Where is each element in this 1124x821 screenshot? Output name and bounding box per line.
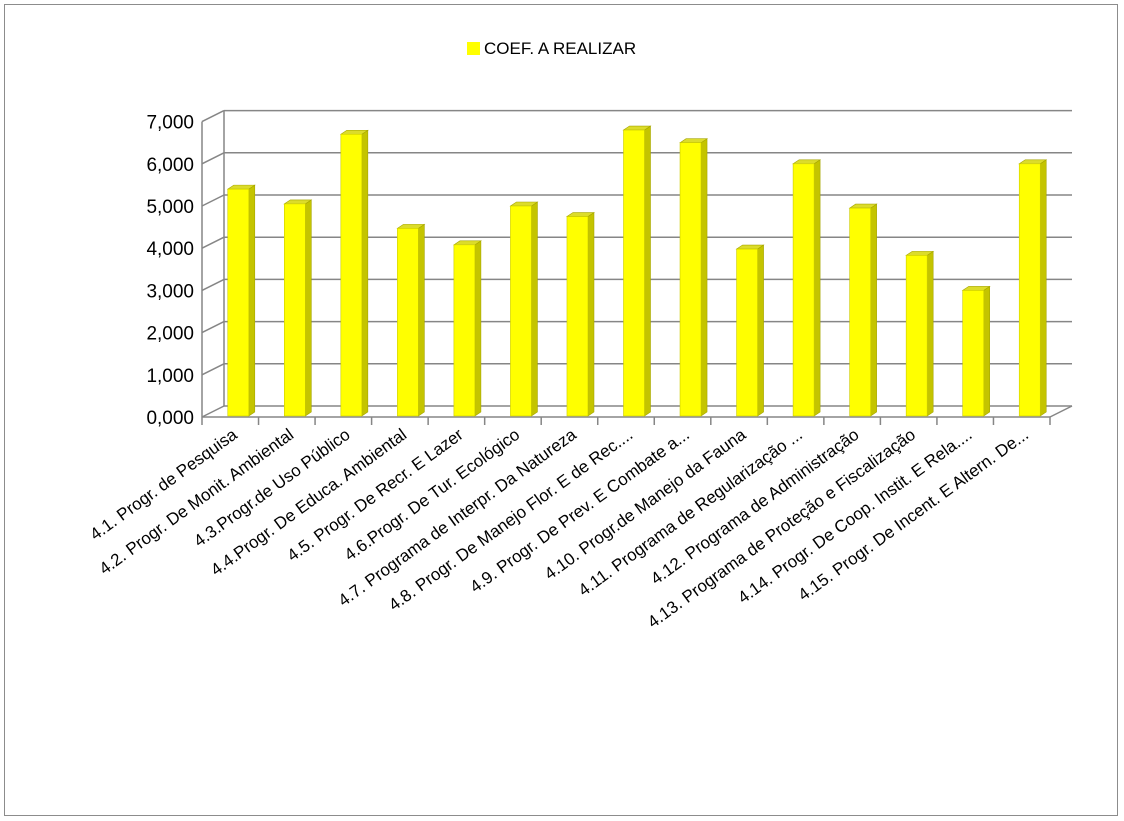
bar-front <box>792 163 815 417</box>
bar-side <box>361 129 369 417</box>
y-tick-label: 7,000 <box>146 113 194 134</box>
bar <box>339 129 369 417</box>
bar <box>509 201 539 417</box>
gridline-side <box>201 152 225 165</box>
y-axis-tick-labels: 0,000 1,000 2,000 3,000 4,000 5,000 6,000 7,000 <box>146 113 194 429</box>
bar-layer <box>226 125 1048 417</box>
bar-front <box>1018 163 1041 417</box>
bar <box>226 184 256 417</box>
legend-label: COEF. A REALIZAR <box>484 39 636 58</box>
bar <box>1018 159 1048 417</box>
gridline-side <box>201 194 225 207</box>
y-tick-label: 0,000 <box>146 408 194 429</box>
bar-side <box>304 199 312 417</box>
bar-front <box>397 228 419 417</box>
bar-side <box>983 285 991 417</box>
gridline-side <box>201 278 225 292</box>
bar <box>735 244 765 417</box>
bar-front <box>962 290 985 417</box>
bar-side <box>1039 159 1047 417</box>
bar-side <box>757 244 764 417</box>
chart-frame: 0,000 1,000 2,000 3,000 4,000 5,000 6,000 7,000… <box>4 4 1118 816</box>
bar-side <box>531 201 538 417</box>
gridline-side <box>201 320 225 334</box>
bar-front <box>849 207 871 417</box>
gridline-side <box>201 236 225 249</box>
bar <box>283 199 313 417</box>
y-tick-label: 2,000 <box>146 324 194 345</box>
y-tick-label: 6,000 <box>146 155 194 176</box>
bar-front <box>453 244 476 417</box>
bar-side <box>644 125 651 417</box>
bar-side <box>926 250 934 417</box>
bar <box>905 250 935 417</box>
bar <box>792 159 822 417</box>
bar-front <box>340 133 363 417</box>
y-tick-label: 5,000 <box>146 197 194 218</box>
bar-side <box>587 211 595 417</box>
gridline-side <box>201 363 225 376</box>
bar-side <box>418 223 425 417</box>
bar <box>396 223 426 417</box>
bar <box>961 285 991 417</box>
legend-swatch <box>467 42 480 55</box>
bar <box>848 203 878 417</box>
bar-side <box>870 203 877 417</box>
bar-side <box>700 138 708 417</box>
bar-side <box>813 159 821 417</box>
bar <box>565 211 595 417</box>
floor-edge <box>1049 405 1073 418</box>
bar-front <box>905 255 928 417</box>
bar-front <box>283 203 306 417</box>
bar <box>452 240 482 417</box>
bar <box>679 138 709 417</box>
bar-front <box>623 129 645 417</box>
bar-front <box>679 142 702 417</box>
bar-front <box>736 248 758 417</box>
gridline-side <box>201 405 225 418</box>
gridline-side <box>201 109 225 123</box>
y-tick-label: 3,000 <box>146 281 194 302</box>
legend: COEF. A REALIZAR <box>467 39 636 58</box>
bar-front <box>510 205 532 417</box>
y-tick-label: 1,000 <box>146 366 194 387</box>
bar-chart: 0,000 1,000 2,000 3,000 4,000 5,000 6,000 7,000… <box>86 39 1073 632</box>
bar-side <box>474 240 482 417</box>
bar-front <box>227 188 250 417</box>
bar-front <box>566 216 589 417</box>
y-tick-label: 4,000 <box>146 239 194 260</box>
bar-side <box>248 184 256 417</box>
bar <box>622 125 652 417</box>
